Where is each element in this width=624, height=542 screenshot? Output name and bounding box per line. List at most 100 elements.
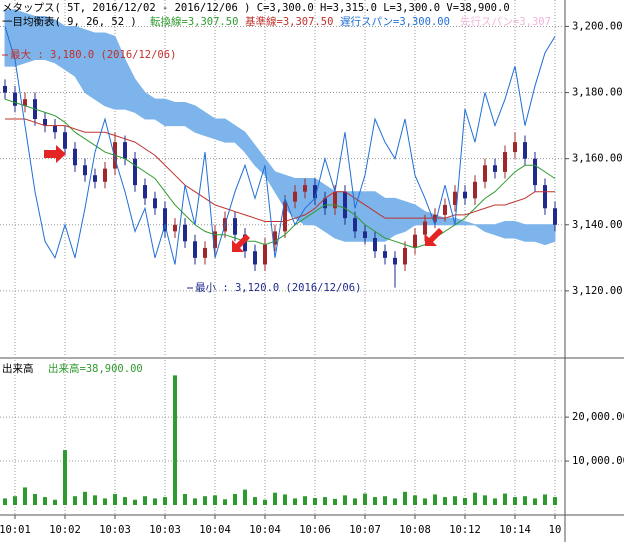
volume-bar [543,494,547,505]
candle-body [403,247,407,265]
candle-body [293,191,297,202]
volume-bar [73,496,77,505]
volume-bar [463,497,467,505]
volume-bar [83,491,87,505]
candle-body [453,191,457,205]
candle-body [103,168,107,182]
volume-bar [253,497,257,505]
candle-body [163,208,167,232]
volume-bar [23,487,27,505]
candle-body [533,158,537,186]
volume-bar [433,494,437,505]
indicator-line [5,118,555,222]
volume-bar [483,495,487,505]
candle-body [283,201,287,232]
volume-bar [183,494,187,505]
candle-body [513,142,517,153]
volume-bar [293,498,297,505]
candle-body [73,148,77,166]
candle-body [83,165,87,176]
legend-entry: 基準線=3,307.50 [245,15,333,28]
volume-bar [363,493,367,505]
arrow [44,145,66,163]
x-tick-label: 10:04 [249,524,281,536]
volume-bar [413,495,417,505]
y-tick-label: 3,160.00 [572,153,623,165]
candle-body [263,244,267,265]
candle-body [333,191,337,209]
x-tick-label: 10:08 [399,524,431,536]
ichimoku-cloud [4,9,556,246]
volume-bar [273,492,277,505]
annotation: 最小 : 3,120.0 (2016/12/06) [195,282,361,294]
x-tick-label: 10:01 [0,524,31,536]
arrow [232,234,250,252]
volume-bar [243,489,247,505]
volume-bar [203,496,207,505]
legend-entry: 遅行スパン=3,300.00 [340,15,450,28]
x-tick-label: 10:02 [49,524,81,536]
arrows [44,145,443,252]
candle-body [273,231,277,245]
x-tick-label: 10:06 [299,524,331,536]
candle-body [323,198,327,209]
y-tick-label: 3,120.00 [572,285,623,297]
volume-bar [513,497,517,505]
candle-body [503,152,507,172]
volume-bar [523,496,527,505]
x-tick-label: 10:04 [199,524,231,536]
volume-bar [263,499,267,505]
candle-body [413,234,417,248]
candle-body [173,224,177,232]
volume-bar [13,496,17,505]
candle-body [343,191,347,219]
volume-bar [283,494,287,505]
candle-body [23,99,27,106]
volume-subtitle: 出来高=38,900.00 [48,362,143,375]
candle-body [393,257,397,265]
chart-title: メタップス( 5T, 2016/12/02 - 2016/12/06 ) C=3… [2,2,510,14]
candle-body [443,204,447,215]
volume-bar [493,498,497,505]
candle-body [553,208,557,225]
volume-bar [373,497,377,505]
volume-bar [93,495,97,505]
volume-bar [143,496,147,505]
volume-bar [3,498,7,505]
volume-bar [393,498,397,505]
candle-body [213,231,217,248]
x-tick-label: 10:03 [99,524,131,536]
candle-body [363,231,367,238]
indicator-line [4,26,556,265]
candle-body [123,142,127,159]
candle-body [543,185,547,209]
volume-bar [163,497,167,505]
volume-bar [383,496,387,505]
volume-bar [423,498,427,505]
candle-body [13,92,17,106]
volume-bar [403,491,407,505]
candle-body [313,185,317,199]
volume-bar [323,497,327,505]
x-tick-label: 10:03 [149,524,181,536]
x-tick-label: 10 [549,524,562,536]
candle-body [353,218,357,232]
price-panel [0,0,569,357]
candle-body [303,185,307,192]
x-tick-label: 10:14 [499,524,531,536]
candle-body [133,158,137,186]
candle-body [483,165,487,182]
volume-bar [113,494,117,505]
volume-bar [553,497,557,505]
volume-title: 出来高 [2,362,34,375]
volume-bar [153,498,157,505]
volume-bar [123,497,127,505]
indicator-name: 一目均衡表( 9, 26, 52 ) [2,15,137,28]
candle-body [523,142,527,159]
candle-body [493,165,497,172]
y-tick-label: 3,180.00 [572,87,623,99]
volume-bar [33,494,37,505]
volume-bar [53,499,57,505]
